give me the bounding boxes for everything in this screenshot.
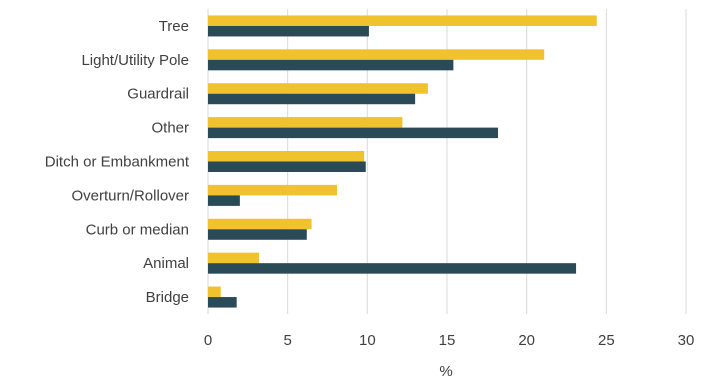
category-label-1: Light/Utility Pole (81, 52, 189, 69)
bar-navy-0 (208, 25, 369, 37)
x-tick-label-15: 15 (439, 332, 456, 349)
bar-gold-3 (208, 117, 403, 128)
category-label-6: Curb or median (86, 221, 189, 238)
bar-gold-0 (208, 15, 597, 26)
category-label-4: Ditch or Embankment (45, 154, 190, 171)
bar-navy-2 (208, 93, 416, 105)
x-tick-label-5: 5 (283, 332, 291, 349)
category-label-0: Tree (159, 18, 189, 35)
x-tick-labels: 0 5 10 15 20 25 30 (204, 332, 695, 349)
bar-navy-1 (208, 59, 454, 71)
bar-navy-6 (208, 229, 307, 240)
category-labels: Tree Light/Utility Pole Guardrail Other Ditc… (45, 18, 190, 306)
x-tick-label-20: 20 (518, 332, 535, 349)
bar-gold-4 (208, 151, 365, 162)
x-tick-label-30: 30 (678, 332, 695, 349)
category-label-8: Bridge (146, 289, 189, 306)
x-tick-label-25: 25 (598, 332, 615, 349)
bar-navy-8 (208, 297, 237, 308)
x-tick-label-10: 10 (359, 332, 376, 349)
bar-navy-3 (208, 127, 498, 139)
bar-gold-5 (208, 184, 338, 196)
category-label-7: Animal (143, 255, 189, 272)
bar-gold-7 (208, 252, 259, 264)
x-tick-label-0: 0 (204, 332, 212, 349)
category-label-2: Guardrail (127, 86, 189, 103)
bar-gold-1 (208, 49, 545, 60)
bar-navy-4 (208, 161, 366, 172)
x-axis-title: % (439, 363, 452, 380)
bar-navy-5 (208, 195, 240, 206)
bar-gold-2 (208, 83, 428, 94)
bar-navy-7 (208, 263, 577, 274)
category-label-3: Other (151, 120, 189, 137)
category-label-5: Overturn/Rollover (71, 187, 189, 204)
bar-gold-8 (208, 286, 221, 298)
bar-gold-6 (208, 218, 312, 230)
bars (208, 15, 597, 308)
